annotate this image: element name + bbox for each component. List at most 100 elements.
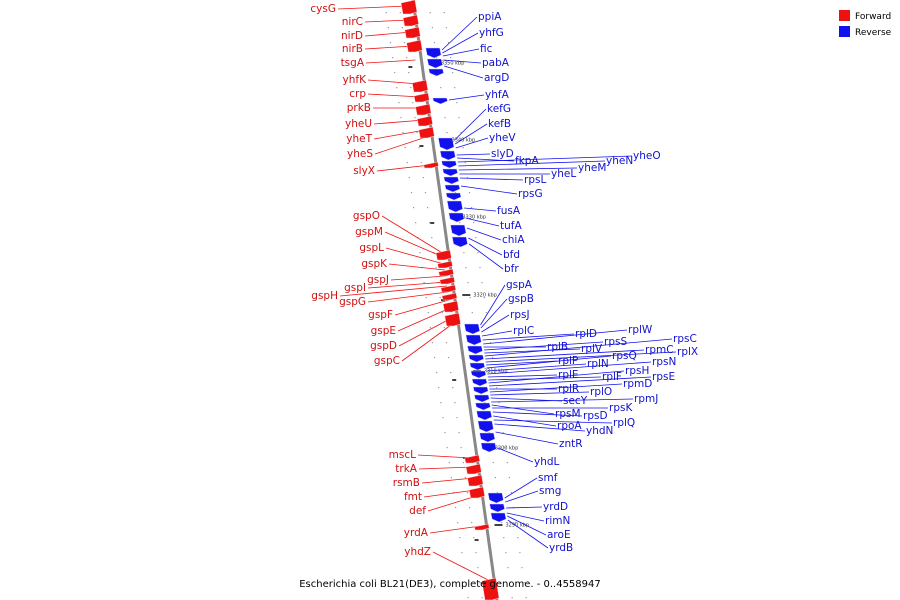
- reverse-gene-feature: [446, 200, 463, 213]
- reverse-gene-leader: [466, 227, 502, 241]
- forward-gene-feature: [435, 249, 452, 261]
- track-dot: [481, 282, 483, 284]
- forward-gene-feature: [438, 268, 454, 277]
- legend: Forward Reverse: [839, 10, 892, 38]
- forward-gene-leader: [364, 45, 414, 50]
- track-dot: [468, 507, 471, 509]
- track-dot: [473, 222, 475, 224]
- reverse-gene-label: yheV: [489, 132, 516, 144]
- reverse-gene-label: yhfA: [485, 89, 510, 101]
- track-dot: [412, 207, 415, 209]
- legend-reverse-swatch: [839, 26, 850, 37]
- track-dot: [485, 312, 487, 314]
- forward-gene-feature: [423, 161, 439, 169]
- reverse-gene-leader: [505, 490, 539, 503]
- track-dot: [427, 312, 429, 314]
- track-dot: [419, 252, 421, 254]
- track-dot: [521, 567, 523, 569]
- reverse-gene-leader: [481, 314, 510, 333]
- forward-gene-feature: [404, 26, 421, 39]
- track-dot: [402, 132, 404, 134]
- track-dot: [466, 492, 469, 494]
- reverse-gene-feature: [489, 503, 505, 513]
- reverse-gene-leader: [492, 411, 583, 417]
- reverse-gene-feature: [428, 68, 444, 77]
- reverse-gene-label: rpsL: [524, 174, 546, 186]
- reverse-gene-feature: [439, 150, 456, 161]
- gene-feature-layer: [400, 0, 507, 600]
- reverse-gene-leader: [489, 376, 652, 387]
- reverse-gene-leader: [468, 237, 503, 256]
- track-dot: [467, 282, 469, 284]
- reverse-gene-feature: [477, 420, 494, 433]
- reverse-gene-feature: [471, 378, 488, 387]
- track-dot: [400, 117, 402, 119]
- reverse-gene-leader: [485, 351, 677, 363]
- reverse-gene-leader: [486, 355, 612, 369]
- track-dot: [463, 252, 465, 254]
- forward-gene-leader: [390, 275, 446, 281]
- track-dot: [475, 552, 477, 554]
- track-dot: [456, 102, 458, 104]
- reverse-gene-leader: [493, 419, 613, 424]
- track-dot: [450, 477, 452, 479]
- track-dot: [429, 327, 431, 329]
- forward-gene-leader: [432, 551, 489, 581]
- reverse-gene-leader: [497, 447, 534, 463]
- track-dot: [456, 417, 458, 419]
- reverse-gene-leader: [489, 383, 623, 393]
- reverse-gene-label: smf: [538, 472, 558, 484]
- forward-gene-label: gspM: [355, 226, 383, 238]
- track-dot: [440, 87, 442, 89]
- forward-gene-leader: [417, 454, 472, 459]
- reverse-gene-label: kefB: [488, 118, 511, 130]
- forward-gene-leader: [398, 317, 452, 347]
- track-dot: [403, 42, 406, 44]
- track-dot: [404, 147, 406, 149]
- reverse-gene-label: gspA: [506, 279, 533, 291]
- track-dot: [438, 387, 440, 389]
- reverse-gene-label: rplD: [575, 328, 597, 340]
- track-dot: [446, 447, 448, 449]
- forward-gene-feature: [442, 300, 459, 313]
- track-dot: [481, 597, 483, 599]
- reverse-gene-feature: [425, 47, 442, 59]
- track-dot: [443, 327, 445, 329]
- reverse-gene-leader: [458, 167, 578, 171]
- reverse-gene-label: yhdN: [586, 425, 613, 437]
- reverse-gene-leader: [455, 137, 489, 149]
- track-dot: [468, 192, 471, 194]
- reverse-gene-leader: [506, 506, 543, 509]
- track-dot: [420, 162, 422, 164]
- reverse-gene-label: rplE: [558, 369, 579, 381]
- reverse-gene-leader: [465, 217, 500, 227]
- track-dot: [464, 162, 466, 164]
- reverse-gene-label: argD: [484, 72, 509, 84]
- track-dot: [399, 12, 401, 14]
- reverse-gene-leader: [504, 477, 538, 499]
- track-dot: [477, 567, 479, 569]
- reverse-gene-feature: [467, 345, 483, 355]
- reverse-gene-leader: [506, 512, 545, 522]
- reverse-gene-label: yheL: [551, 168, 576, 180]
- reverse-gene-label: rpsK: [609, 402, 633, 414]
- track-dot: [422, 177, 424, 179]
- reverse-gene-leader: [491, 398, 634, 403]
- reverse-gene-label: yrdD: [543, 501, 568, 513]
- reverse-gene-leader: [487, 361, 652, 375]
- forward-gene-feature: [464, 454, 481, 464]
- forward-gene-label: gspJ: [367, 274, 389, 286]
- track-dot: [452, 387, 454, 389]
- track-dot: [423, 282, 425, 284]
- track-dot: [511, 597, 513, 599]
- forward-gene-leader: [394, 299, 450, 316]
- reverse-gene-label: fkpA: [515, 155, 539, 167]
- track-dot: [496, 492, 499, 494]
- reverse-gene-leader: [460, 185, 518, 195]
- reverse-gene-label: secY: [563, 395, 588, 407]
- forward-gene-feature: [465, 463, 482, 475]
- track-dot: [444, 117, 446, 119]
- track-dot: [488, 432, 490, 434]
- reverse-gene-label: rplX: [677, 346, 698, 358]
- forward-gene-feature: [416, 115, 433, 127]
